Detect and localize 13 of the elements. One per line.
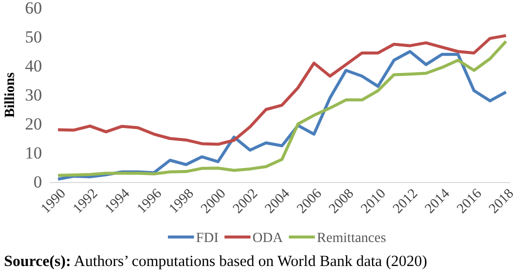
y-tick-label: 60	[25, 0, 42, 18]
y-axis-title: Billions	[3, 72, 18, 118]
y-tick-label: 10	[25, 143, 42, 162]
legend-label: ODA	[252, 231, 284, 246]
y-tick-label: 40	[25, 56, 42, 76]
y-tick-label: 0	[34, 172, 42, 192]
y-tick-label: 50	[25, 27, 42, 46]
y-tick-label: 30	[25, 85, 42, 104]
source-note: Source(s): Authors’ computations based on World Bank data (2020)	[4, 253, 428, 270]
y-tick-label: 20	[25, 114, 42, 134]
legend-label: Remittances	[316, 231, 386, 246]
legend-label: FDI	[196, 231, 219, 246]
line-series	[56, 34, 508, 146]
